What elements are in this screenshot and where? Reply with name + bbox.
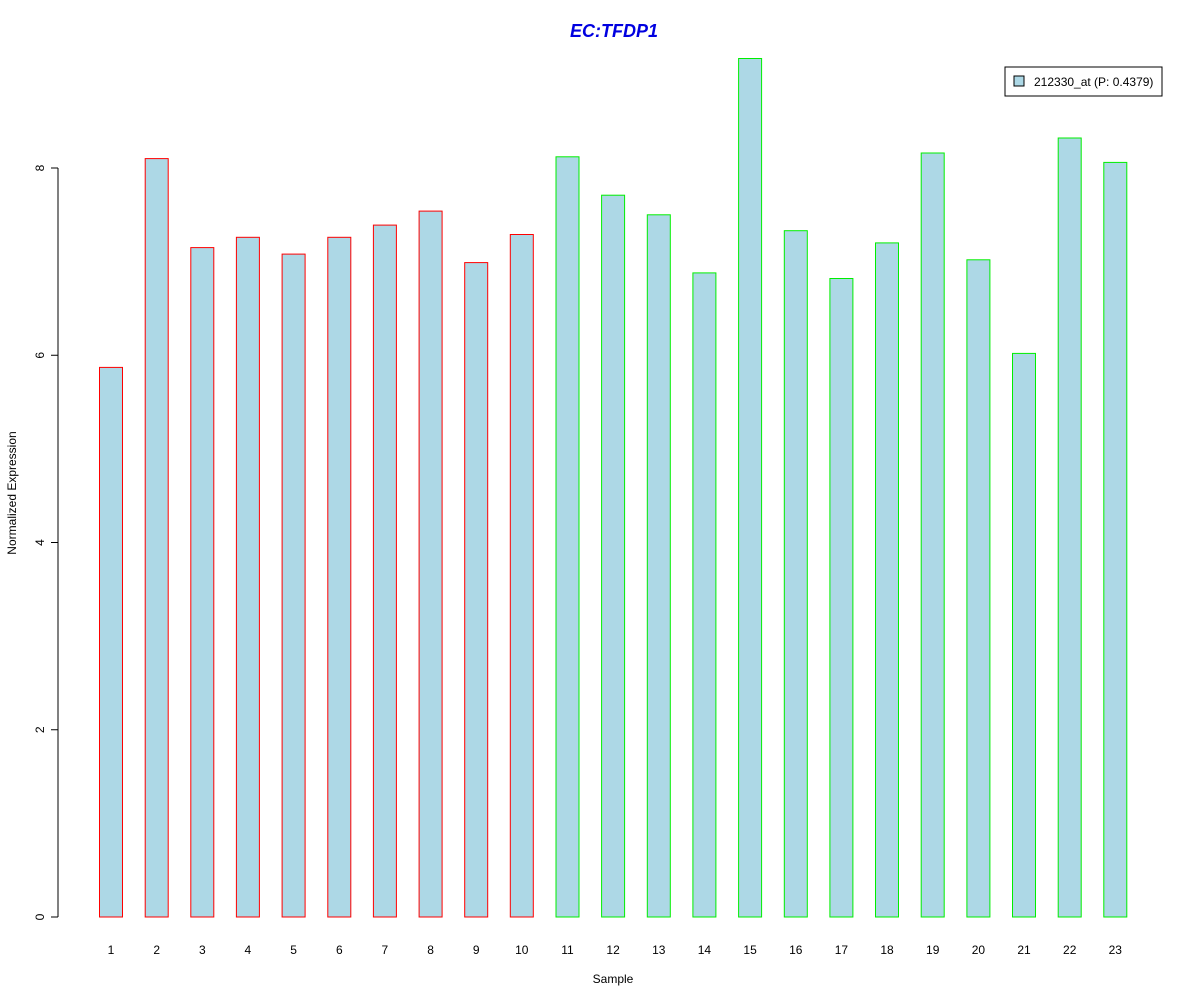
x-tick-label: 12	[606, 943, 620, 957]
bar-sample-19	[920, 152, 945, 918]
x-tick-label: 10	[515, 943, 529, 957]
x-tick-label: 2	[153, 943, 160, 957]
x-tick-label: 20	[972, 943, 986, 957]
bar-sample-18	[875, 242, 899, 918]
chart-title: EC:TFDP1	[570, 21, 658, 41]
legend-box	[1004, 66, 1163, 97]
bar-sample-5	[281, 253, 306, 918]
x-tick-label: 18	[880, 943, 894, 957]
x-tick-labels: 1 2 3 4 5 6 7 8 9 10 11 12 13 14 15 16 17 18 19 20 21 22 23	[108, 943, 1123, 957]
y-tick-label: 6	[33, 352, 47, 359]
x-tick-label: 7	[382, 943, 389, 957]
x-tick-label: 17	[835, 943, 849, 957]
legend-label: 212330_at (P: 0.4379)	[1034, 75, 1153, 89]
x-tick-label: 9	[473, 943, 480, 957]
x-tick-label: 16	[789, 943, 803, 957]
x-tick-label: 19	[926, 943, 940, 957]
bar-sample-14	[692, 272, 717, 918]
y-axis-label: Normalized Expression	[5, 431, 19, 554]
bar-sample-12	[601, 194, 626, 918]
y-tick-label: 2	[33, 726, 47, 733]
x-tick-label: 11	[561, 943, 574, 957]
x-tick-label: 13	[652, 943, 666, 957]
x-tick-label: 23	[1109, 943, 1123, 957]
x-tick-label: 22	[1063, 943, 1077, 957]
bar-sample-23	[1103, 161, 1128, 918]
x-tick-label: 3	[199, 943, 206, 957]
y-axis: 0 2 4 6 8	[33, 164, 59, 920]
y-tick-label: 4	[33, 539, 47, 546]
x-tick-label: 21	[1017, 943, 1031, 957]
bar-sample-9	[464, 262, 489, 918]
bar-sample-2	[144, 158, 169, 918]
x-tick-label: 5	[290, 943, 297, 957]
bar-sample-3	[190, 247, 215, 918]
legend-swatch	[1013, 75, 1025, 87]
x-tick-label: 15	[743, 943, 757, 957]
bar-sample-17	[829, 278, 854, 918]
x-tick-label: 1	[108, 943, 115, 957]
bar-sample-6	[327, 236, 352, 918]
bar-sample-11	[555, 156, 580, 918]
x-tick-label: 6	[336, 943, 343, 957]
bar-sample-10	[509, 234, 534, 918]
bar-sample-1	[99, 366, 123, 918]
bar-sample-16	[783, 230, 808, 918]
y-tick-label: 8	[33, 164, 47, 171]
legend: 212330_at (P: 0.4379)	[1004, 66, 1163, 97]
x-tick-label: 8	[427, 943, 434, 957]
bar-sample-8	[418, 210, 443, 918]
x-tick-label: 4	[245, 943, 252, 957]
y-tick-label: 0	[33, 913, 47, 920]
bars	[99, 58, 1128, 918]
bar-sample-15	[738, 58, 763, 918]
bar-sample-4	[235, 236, 260, 918]
bar-sample-21	[1012, 352, 1036, 918]
bar-sample-22	[1057, 137, 1082, 918]
x-tick-label: 14	[698, 943, 712, 957]
bar-sample-7	[372, 224, 397, 918]
bar-sample-13	[646, 214, 671, 918]
x-axis-label: Sample	[593, 972, 634, 986]
bar-sample-20	[966, 259, 991, 918]
